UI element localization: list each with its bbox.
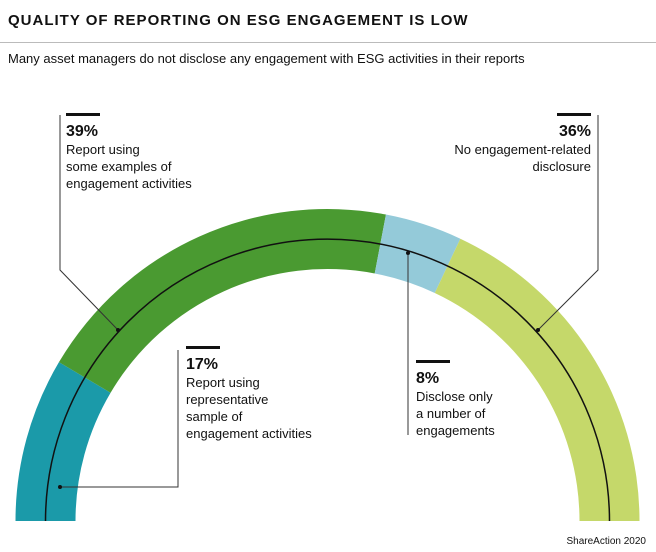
category-label: No engagement-related disclosure: [454, 142, 591, 174]
category-label: Report using some examples of engagement…: [66, 142, 192, 191]
leader-line: [59, 115, 119, 331]
divider: [0, 42, 656, 43]
value-label: 39%: [66, 123, 99, 140]
arc-segment: [15, 362, 111, 521]
leader-dot: [58, 485, 62, 489]
annotation: 36% No engagement-related disclosure: [454, 113, 591, 175]
annotation-rule: [557, 113, 591, 116]
category-label: Disclose only a number of engagements: [416, 389, 495, 438]
value-label: 36%: [558, 123, 591, 140]
leader-dot: [116, 328, 120, 332]
annotation: 8% Disclose only a number of engagements: [416, 360, 495, 439]
value-label: 17%: [186, 356, 219, 373]
annotation: 39% Report using some examples of engagem…: [66, 113, 192, 192]
leader-line: [537, 115, 599, 331]
value-label: 8%: [416, 370, 440, 387]
arc-segment: [58, 208, 386, 393]
leader-dot: [536, 328, 540, 332]
center-line: [44, 238, 611, 522]
annotation-rule: [416, 360, 450, 363]
annotation-rule: [66, 113, 100, 116]
annotation: 17% Report using representative sample of…: [186, 346, 312, 442]
leader-dot: [406, 251, 410, 255]
chart-subtitle: Many asset managers do not disclose any …: [8, 51, 525, 66]
chart-title: QUALITY OF REPORTING ON ESG ENGAGEMENT I…: [8, 12, 469, 29]
arc-segment: [434, 238, 640, 521]
source: ShareAction 2020: [566, 536, 646, 547]
leader-line: [60, 350, 179, 488]
annotation-rule: [186, 346, 220, 349]
category-label: Report using representative sample of en…: [186, 375, 312, 441]
